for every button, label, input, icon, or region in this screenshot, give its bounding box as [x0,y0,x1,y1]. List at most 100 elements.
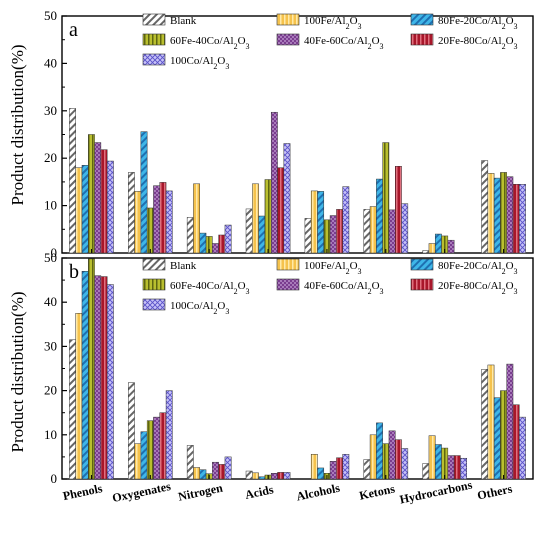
bar-ketons-series-6 [401,203,409,254]
bar-others-series-5 [512,184,520,254]
bar-phenols-series-0 [69,339,76,480]
bar-ketons-series-3 [382,142,390,254]
bar-alcohols-series-2 [317,467,325,480]
bar-ketons-series-1 [369,206,377,254]
x-category-label: Hydrocarbons [398,478,473,507]
y-tick-label: 10 [44,427,57,442]
bar-ketons-series-4 [388,209,396,254]
bar-others-series-4 [506,176,514,254]
legend-swatch [410,278,434,291]
bar-ketons-series-6 [401,448,409,480]
legend-swatch [276,13,300,26]
panel-b: 0 10 20 30 40 50 Phenols Oxygenates Nitrogen Acid… [44,250,534,507]
bar-nitrogen-series-0 [186,445,194,480]
y-tick-label: 0 [51,245,58,260]
bar-others-series-0 [481,160,489,254]
legend-swatch [276,33,300,46]
bar-ketons-series-2 [376,422,383,480]
bar-phenols-series-3 [88,134,95,254]
bar-alcohols-series-4 [329,215,337,254]
x-category-label: Alcohols [295,481,341,504]
y-axis-label: Product distribution(%) [8,44,27,205]
bar-nitrogen-series-4 [212,243,219,254]
x-category-label: Oxygenates [111,479,172,505]
bar-nitrogen-series-6 [224,224,232,254]
bar-ketons-series-0 [363,459,371,480]
bar-alcohols-series-6 [342,186,350,254]
bar-alcohols-series-0 [304,218,312,254]
bar-oxygenates-series-4 [153,185,161,254]
bar-acids-series-5 [277,167,285,254]
bar-oxygenates-series-5 [159,182,167,254]
bar-phenols-series-6 [106,284,114,480]
bar-others-series-2 [493,397,501,480]
bar-hydrocarbons-series-4 [447,239,455,254]
bar-acids-series-2 [258,476,266,480]
y-tick-label: 50 [44,8,57,23]
bar-phenols-series-4 [94,275,102,480]
bar-alcohols-series-4 [329,461,337,480]
bar-hydrocarbons-series-4 [447,455,455,480]
bar-alcohols-series-5 [336,209,343,254]
bar-others-series-5 [512,404,520,480]
bar-others-series-3 [500,390,507,480]
panel-label: a [69,19,78,41]
bar-alcohols-series-1 [310,453,318,480]
bar-ketons-series-4 [388,430,396,480]
bar-alcohols-series-1 [310,190,318,254]
bar-nitrogen-series-4 [212,461,219,480]
bar-alcohols-series-3 [323,219,331,254]
bar-phenols-series-6 [106,160,114,254]
legend-swatch [142,53,166,66]
bar-phenols-series-3 [88,258,95,480]
legend-label: 60Fe-40Co/Al2O3 [170,35,250,51]
legend-label: 20Fe-80Co/Al2O3 [438,35,518,51]
x-category-label: Nitrogen [177,480,224,503]
bar-phenols-series-4 [94,142,102,254]
x-category-label: Others [476,481,514,502]
bar-oxygenates-series-4 [153,416,161,480]
bar-acids-series-0 [245,470,253,480]
bar-others-series-4 [506,363,514,480]
bar-alcohols-series-2 [317,191,325,254]
bar-others-series-2 [493,177,501,254]
bar-hydrocarbons-series-2 [434,444,442,480]
bar-phenols-series-1 [75,313,83,480]
legend-swatch [410,33,434,46]
bar-nitrogen-series-1 [193,467,200,480]
bar-acids-series-1 [252,472,259,480]
bar-others-series-1 [487,173,495,254]
bar-phenols-series-2 [81,271,89,480]
bar-nitrogen-series-5 [218,464,226,480]
legend-swatch [276,258,300,271]
legend-label: 100Fe/Al2O3 [304,15,362,31]
legend-label: 40Fe-60Co/Al2O3 [304,280,384,296]
bar-hydrocarbons-series-5 [453,455,461,480]
legend-swatch [142,33,166,46]
legend-swatch [142,258,166,271]
bar-oxygenates-series-2 [140,431,148,480]
bar-hydrocarbons-series-0 [422,463,430,480]
bar-oxygenates-series-0 [128,172,135,254]
bar-phenols-series-5 [100,149,108,254]
bar-oxygenates-series-0 [128,382,135,480]
y-tick-label: 20 [44,150,57,165]
y-tick-label: 40 [44,294,57,309]
legend-label: Blank [170,15,197,27]
bar-ketons-series-3 [382,443,390,480]
legend-label: 100Fe/Al2O3 [304,260,362,276]
bar-others-series-3 [500,172,507,254]
bar-nitrogen-series-6 [224,456,232,480]
bar-hydrocarbons-series-3 [441,447,449,480]
bar-oxygenates-series-3 [146,207,154,254]
bar-hydrocarbons-series-1 [428,243,436,254]
bar-acids-series-2 [258,215,266,254]
bar-acids-series-6 [283,472,291,480]
bar-acids-series-4 [270,473,278,480]
legend-label: 40Fe-60Co/Al2O3 [304,35,384,51]
y-tick-label: 30 [44,338,57,353]
y-tick-label: 50 [44,250,57,265]
y-tick-label: 20 [44,383,57,398]
bar-acids-series-3 [264,179,272,254]
y-tick-label: 40 [44,55,57,70]
